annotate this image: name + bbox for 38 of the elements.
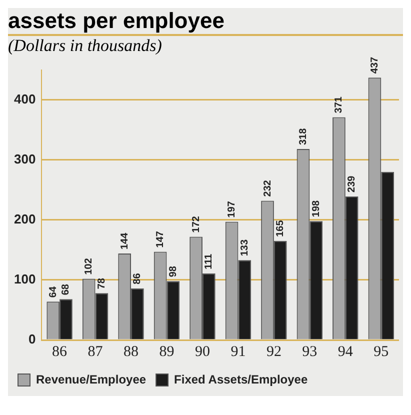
y-tick-label: 100 — [14, 272, 36, 287]
x-tick-label: 86 — [52, 344, 68, 360]
legend-label: Fixed Assets/Employee — [174, 372, 308, 386]
data-label: 144 — [119, 232, 130, 250]
data-label: 318 — [298, 128, 309, 146]
data-label: 98 — [168, 266, 179, 278]
x-tick-label: 94 — [338, 344, 354, 360]
x-tick-label: 88 — [124, 344, 139, 360]
data-label: 64 — [48, 286, 59, 298]
x-tick-label: 92 — [266, 344, 282, 360]
y-tick-label: 0 — [28, 332, 36, 347]
data-label: 102 — [84, 258, 95, 275]
data-label: 172 — [190, 216, 202, 233]
y-tick-label: 400 — [14, 91, 36, 106]
data-label: 133 — [239, 239, 250, 256]
y-tick-label: 300 — [14, 151, 36, 166]
x-tick-label: 89 — [159, 344, 174, 360]
data-label: 68 — [60, 284, 72, 296]
data-label: 78 — [96, 278, 108, 290]
data-label: 371 — [334, 96, 345, 114]
chart-subtitle: (Dollars in thousands) — [8, 36, 163, 56]
y-tick-label: 200 — [14, 211, 36, 226]
data-label: 165 — [275, 220, 286, 237]
x-tick-label: 95 — [374, 344, 389, 360]
data-label: 437 — [369, 56, 380, 74]
x-tick-label: 93 — [302, 344, 318, 360]
data-label: 86 — [132, 272, 144, 284]
x-tick-label: 91 — [230, 344, 246, 360]
data-label: 111 — [204, 253, 215, 270]
data-label: 232 — [262, 180, 274, 197]
data-label: 239 — [346, 175, 358, 192]
x-tick-label: 90 — [194, 344, 210, 360]
chart-title: assets per employee — [8, 8, 403, 36]
x-tick-label: 87 — [88, 344, 104, 360]
data-label: 198 — [310, 200, 322, 218]
data-label: 197 — [226, 200, 238, 218]
data-label: 147 — [155, 230, 166, 248]
legend-label: Revenue/Employee — [36, 372, 146, 386]
